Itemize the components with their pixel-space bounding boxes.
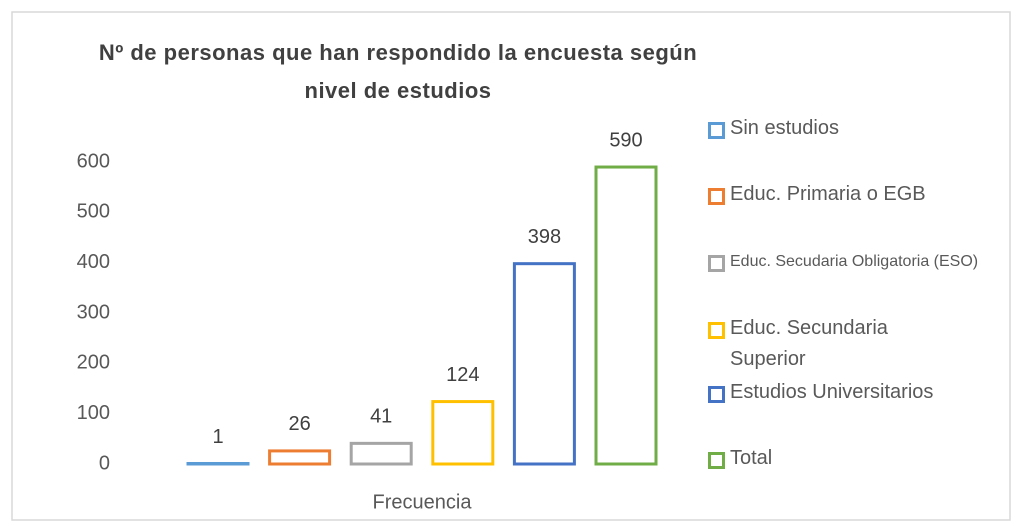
- legend-item: Estudios Universitarios: [708, 377, 1020, 408]
- legend-label: Educ. Primaria o EGB: [730, 183, 926, 205]
- bar: [512, 262, 576, 466]
- legend-item: Educ. Secundaria Superior: [708, 313, 940, 375]
- bar: [594, 165, 658, 466]
- legend-label: Total: [730, 447, 773, 469]
- legend-swatch: [708, 188, 725, 205]
- y-tick-label: 600: [77, 150, 110, 172]
- legend-item: Educ. Secudaria Obligatoria (ESO): [708, 248, 1020, 276]
- chart-frame: [11, 11, 1011, 521]
- bar: [268, 449, 332, 466]
- legend-label: Educ. Secudaria Obligatoria (ESO): [730, 253, 979, 270]
- bar: [349, 441, 413, 466]
- y-tick-label: 200: [77, 352, 110, 374]
- chart-title: Nº de personas que han respondido la enc…: [98, 40, 698, 103]
- data-label: 398: [528, 226, 561, 248]
- data-label: 1: [212, 426, 223, 448]
- bar: [186, 461, 250, 466]
- legend-label: Sin estudios: [730, 117, 839, 139]
- y-tick-label: 300: [77, 301, 110, 323]
- data-label: 124: [446, 364, 479, 386]
- x-tick-label: Frecuencia: [373, 491, 473, 513]
- legend-item: Sin estudios: [708, 113, 1000, 144]
- data-label: 41: [370, 406, 392, 428]
- y-tick-label: 0: [99, 452, 110, 474]
- y-tick-label: 500: [77, 201, 110, 223]
- bar: [431, 400, 495, 466]
- legend-swatch: [708, 255, 725, 272]
- legend-swatch: [708, 122, 725, 139]
- legend-swatch: [708, 452, 725, 469]
- data-label: 590: [609, 129, 642, 151]
- legend-label: Educ. Secundaria Superior: [730, 317, 888, 370]
- y-tick-label: 400: [77, 251, 110, 273]
- legend-item: Total: [708, 443, 1000, 474]
- y-tick-label: 100: [77, 402, 110, 424]
- legend-label: Estudios Universitarios: [730, 381, 934, 403]
- legend-swatch: [708, 322, 725, 339]
- legend-item: Educ. Primaria o EGB: [708, 179, 1000, 210]
- data-label: 26: [288, 413, 310, 435]
- legend-swatch: [708, 386, 725, 403]
